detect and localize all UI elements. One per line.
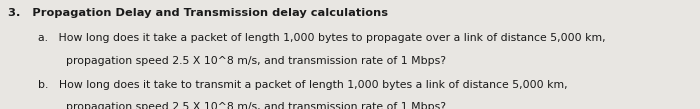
Text: b.   How long does it take to transmit a packet of length 1,000 bytes a link of : b. How long does it take to transmit a p… <box>38 80 568 90</box>
Text: 3.   Propagation Delay and Transmission delay calculations: 3. Propagation Delay and Transmission de… <box>8 8 388 18</box>
Text: propagation speed 2.5 X 10^8 m/s, and transmission rate of 1 Mbps?: propagation speed 2.5 X 10^8 m/s, and tr… <box>38 102 447 109</box>
Text: propagation speed 2.5 X 10^8 m/s, and transmission rate of 1 Mbps?: propagation speed 2.5 X 10^8 m/s, and tr… <box>38 56 447 66</box>
Text: a.   How long does it take a packet of length 1,000 bytes to propagate over a li: a. How long does it take a packet of len… <box>38 33 606 43</box>
